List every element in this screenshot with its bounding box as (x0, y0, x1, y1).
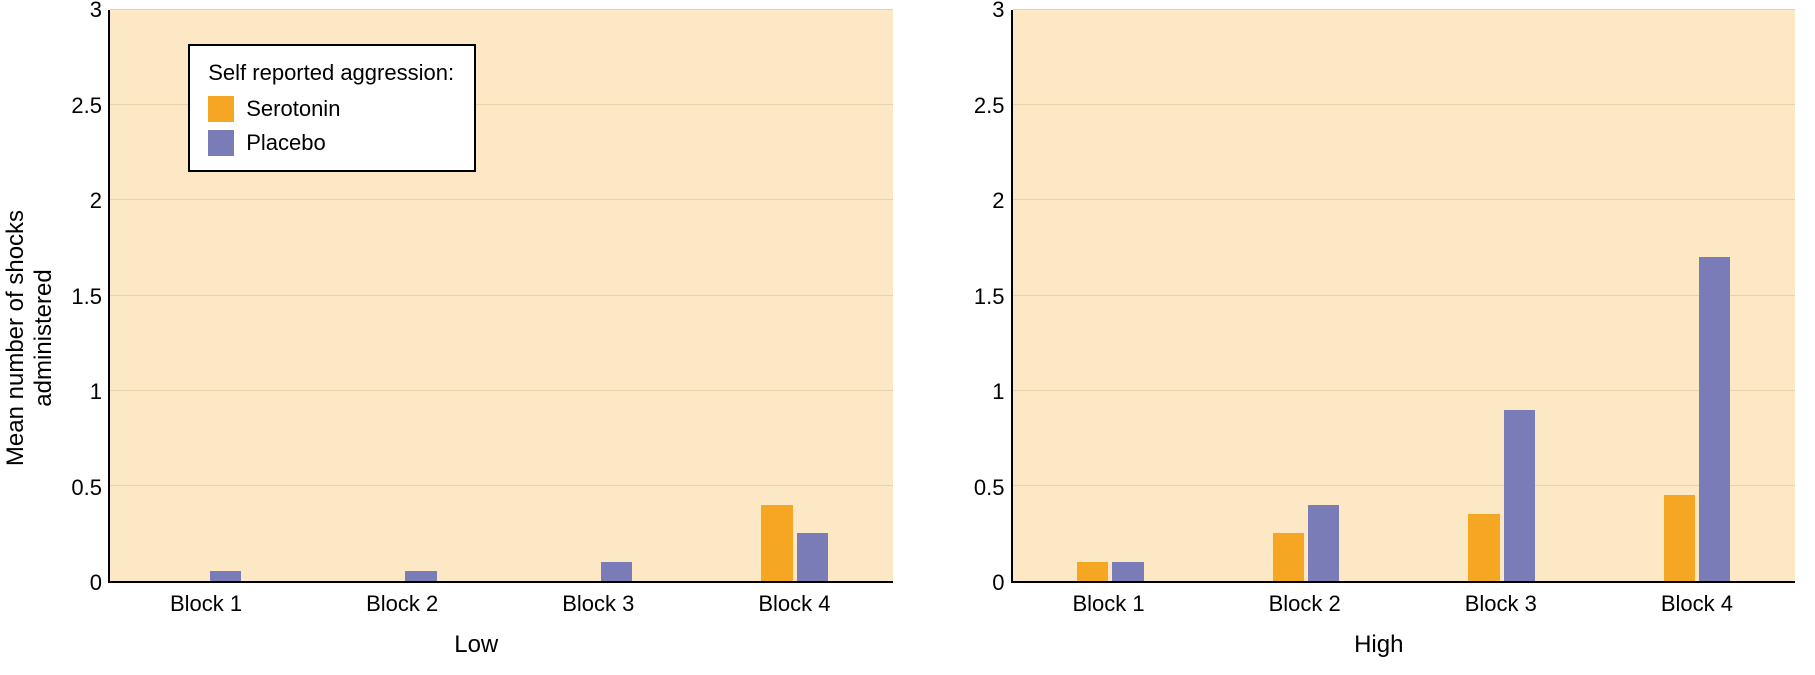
y-tick-label: 2 (992, 188, 1004, 214)
bar (1308, 505, 1339, 581)
y-tick-label: 3 (90, 0, 102, 23)
legend-swatch (208, 96, 234, 122)
y-tick-column: 00.511.522.53 (60, 10, 108, 583)
x-tick-row: Block 1Block 2Block 3Block 4 (963, 583, 1796, 625)
x-tick-label: Block 3 (500, 583, 696, 625)
panels-row: 00.511.522.53Self reported aggression:Se… (60, 0, 1815, 675)
panel-title: Low (60, 625, 893, 675)
x-tick-row: Block 1Block 2Block 3Block 4 (60, 583, 893, 625)
bar-group (1013, 10, 1209, 581)
chart-panel: 00.511.522.53Self reported aggression:Se… (60, 10, 893, 675)
bar (210, 571, 241, 581)
bar (1077, 562, 1108, 581)
y-tick-label: 0.5 (974, 475, 1005, 501)
bar (761, 505, 792, 581)
x-tick-label: Block 4 (696, 583, 892, 625)
bar (601, 562, 632, 581)
plot-row: 00.511.522.53Self reported aggression:Se… (60, 10, 893, 583)
y-tick-label: 2.5 (71, 93, 102, 119)
x-tick-label: Block 2 (304, 583, 500, 625)
panel-title: High (963, 625, 1796, 675)
y-tick-label: 1.5 (71, 284, 102, 310)
plot-area (1011, 10, 1796, 583)
x-tick-label: Block 2 (1207, 583, 1403, 625)
y-tick-label: 2 (90, 188, 102, 214)
x-tick-label: Block 1 (1011, 583, 1207, 625)
bar (1468, 514, 1499, 581)
y-axis-label: Mean number of shocksadministered (2, 209, 58, 465)
legend-label: Serotonin (246, 96, 340, 122)
legend: Self reported aggression: Serotonin Placeb… (188, 44, 476, 172)
bar (405, 571, 436, 581)
bar (1664, 495, 1695, 581)
bar (1699, 257, 1730, 581)
y-tick-label: 0 (90, 570, 102, 596)
chart-panel: 00.511.522.53Block 1Block 2Block 3Block … (963, 10, 1796, 675)
bar-group (1208, 10, 1404, 581)
x-tick-label: Block 1 (108, 583, 304, 625)
y-tick-label: 1 (992, 379, 1004, 405)
y-tick-label: 1 (90, 379, 102, 405)
bar (797, 533, 828, 581)
y-tick-label: 2.5 (974, 93, 1005, 119)
bar-group (1599, 10, 1795, 581)
y-tick-label: 0.5 (71, 475, 102, 501)
bar-group (1404, 10, 1600, 581)
bars-layer (1013, 10, 1796, 581)
y-tick-column: 00.511.522.53 (963, 10, 1011, 583)
bar (1112, 562, 1143, 581)
figure-container: Mean number of shocksadministered 0 0.5 1 1… (0, 0, 1815, 675)
y-tick-label: 0 (992, 570, 1004, 596)
x-tick-label: Block 3 (1403, 583, 1599, 625)
plot-area: Self reported aggression: Serotonin Placeb… (108, 10, 893, 583)
plot-row: 00.511.522.53 (963, 10, 1796, 583)
legend-item: Placebo (208, 130, 454, 156)
legend-item: Serotonin (208, 96, 454, 122)
legend-title: Self reported aggression: (208, 60, 454, 86)
bar (1273, 533, 1304, 581)
bar-group (697, 10, 893, 581)
legend-label: Placebo (246, 130, 326, 156)
x-tick-label: Block 4 (1599, 583, 1795, 625)
legend-swatch (208, 130, 234, 156)
y-tick-label: 1.5 (974, 284, 1005, 310)
bar (1504, 410, 1535, 581)
bar-group (501, 10, 697, 581)
y-tick-label: 3 (992, 0, 1004, 23)
y-axis-label-container: Mean number of shocksadministered (0, 0, 60, 675)
